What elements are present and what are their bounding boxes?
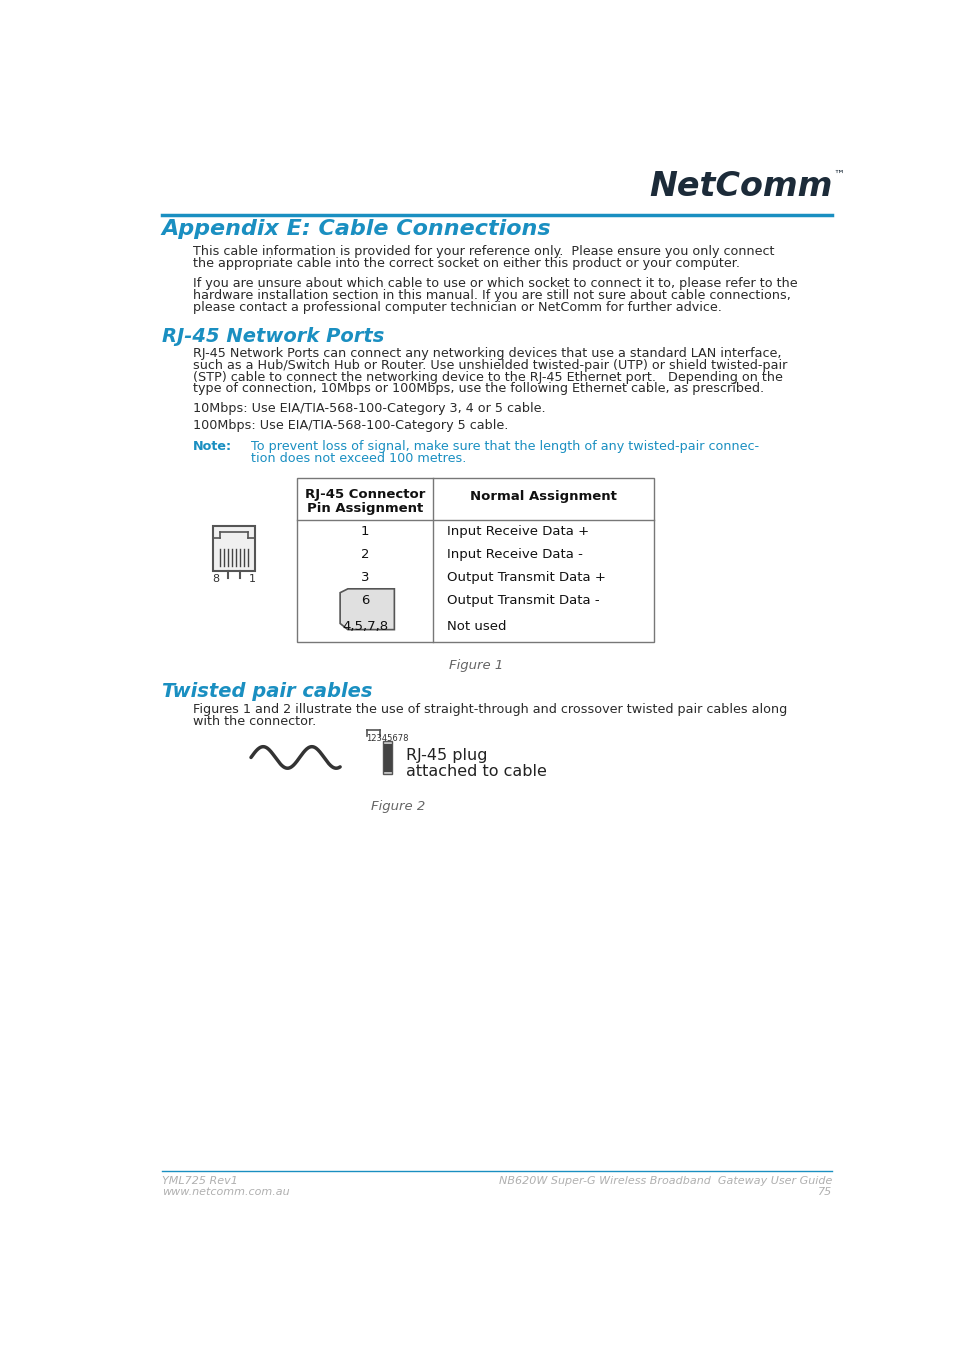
Text: Figures 1 and 2 illustrate the use of straight-through and crossover twisted pai: Figures 1 and 2 illustrate the use of st… — [193, 703, 786, 717]
Text: type of connection, 10Mbps or 100Mbps, use the following Ethernet cable, as pres: type of connection, 10Mbps or 100Mbps, u… — [193, 383, 763, 396]
Text: 1: 1 — [249, 573, 255, 584]
Text: RJ-45 Connector: RJ-45 Connector — [305, 488, 425, 502]
Text: 10Mbps: Use EIA/TIA-568-100-Category 3, 4 or 5 cable.: 10Mbps: Use EIA/TIA-568-100-Category 3, … — [193, 402, 545, 415]
Polygon shape — [340, 589, 394, 630]
Text: 1: 1 — [360, 525, 369, 538]
Bar — [297, 477, 654, 642]
Text: Output Transmit Data -: Output Transmit Data - — [447, 595, 599, 607]
Text: hardware installation section in this manual. If you are still not sure about ca: hardware installation section in this ma… — [193, 289, 790, 301]
Text: the appropriate cable into the correct socket on either this product or your com: the appropriate cable into the correct s… — [193, 257, 740, 270]
Text: 2: 2 — [360, 548, 369, 561]
Text: with the connector.: with the connector. — [193, 715, 315, 729]
Text: 6: 6 — [361, 595, 369, 607]
Text: Not used: Not used — [447, 621, 506, 634]
Text: Normal Assignment: Normal Assignment — [470, 489, 617, 503]
Text: RJ-45 plug: RJ-45 plug — [406, 748, 487, 764]
Text: This cable information is provided for your reference only.  Please ensure you o: This cable information is provided for y… — [193, 246, 774, 258]
Text: please contact a professional computer technician or NetComm for further advice.: please contact a professional computer t… — [193, 301, 721, 314]
Text: tion does not exceed 100 metres.: tion does not exceed 100 metres. — [251, 452, 466, 465]
Bar — [213, 526, 254, 571]
Text: Input Receive Data +: Input Receive Data + — [447, 525, 589, 538]
Text: Input Receive Data -: Input Receive Data - — [447, 548, 582, 561]
Text: Figure 1: Figure 1 — [448, 658, 502, 672]
Text: If you are unsure about which cable to use or which socket to connect it to, ple: If you are unsure about which cable to u… — [193, 277, 797, 289]
Text: To prevent loss of signal, make sure that the length of any twisted-pair connec-: To prevent loss of signal, make sure tha… — [251, 439, 759, 453]
Text: Pin Assignment: Pin Assignment — [307, 502, 423, 515]
Text: NetComm: NetComm — [648, 170, 831, 203]
Text: RJ-45 Network Ports: RJ-45 Network Ports — [162, 327, 384, 346]
Text: www.netcomm.com.au: www.netcomm.com.au — [162, 1187, 289, 1197]
Text: attached to cable: attached to cable — [406, 764, 546, 779]
Text: Note:: Note: — [193, 439, 232, 453]
Text: ™: ™ — [833, 170, 844, 180]
Text: (STP) cable to connect the networking device to the RJ-45 Ethernet port.   Depen: (STP) cable to connect the networking de… — [193, 370, 781, 384]
Text: 8: 8 — [212, 573, 218, 584]
Text: 100Mbps: Use EIA/TIA-568-100-Category 5 cable.: 100Mbps: Use EIA/TIA-568-100-Category 5 … — [193, 419, 508, 431]
Text: YML725 Rev1: YML725 Rev1 — [162, 1176, 237, 1186]
Text: 12345678: 12345678 — [366, 734, 408, 744]
Bar — [382, 741, 392, 775]
Text: RJ-45 Network Ports can connect any networking devices that use a standard LAN i: RJ-45 Network Ports can connect any netw… — [193, 346, 781, 360]
Text: NB620W Super-G Wireless Broadband  Gateway User Guide: NB620W Super-G Wireless Broadband Gatewa… — [498, 1176, 831, 1186]
Text: Output Transmit Data +: Output Transmit Data + — [447, 571, 605, 584]
Text: 4,5,7,8: 4,5,7,8 — [342, 621, 388, 634]
Text: such as a Hub/Switch Hub or Router. Use unshielded twisted-pair (UTP) or shield : such as a Hub/Switch Hub or Router. Use … — [193, 358, 786, 372]
Text: Figure 2: Figure 2 — [371, 800, 425, 813]
Text: 75: 75 — [817, 1187, 831, 1197]
Text: Twisted pair cables: Twisted pair cables — [162, 681, 372, 700]
Text: 3: 3 — [360, 571, 369, 584]
Text: Appendix E: Cable Connections: Appendix E: Cable Connections — [162, 219, 551, 239]
